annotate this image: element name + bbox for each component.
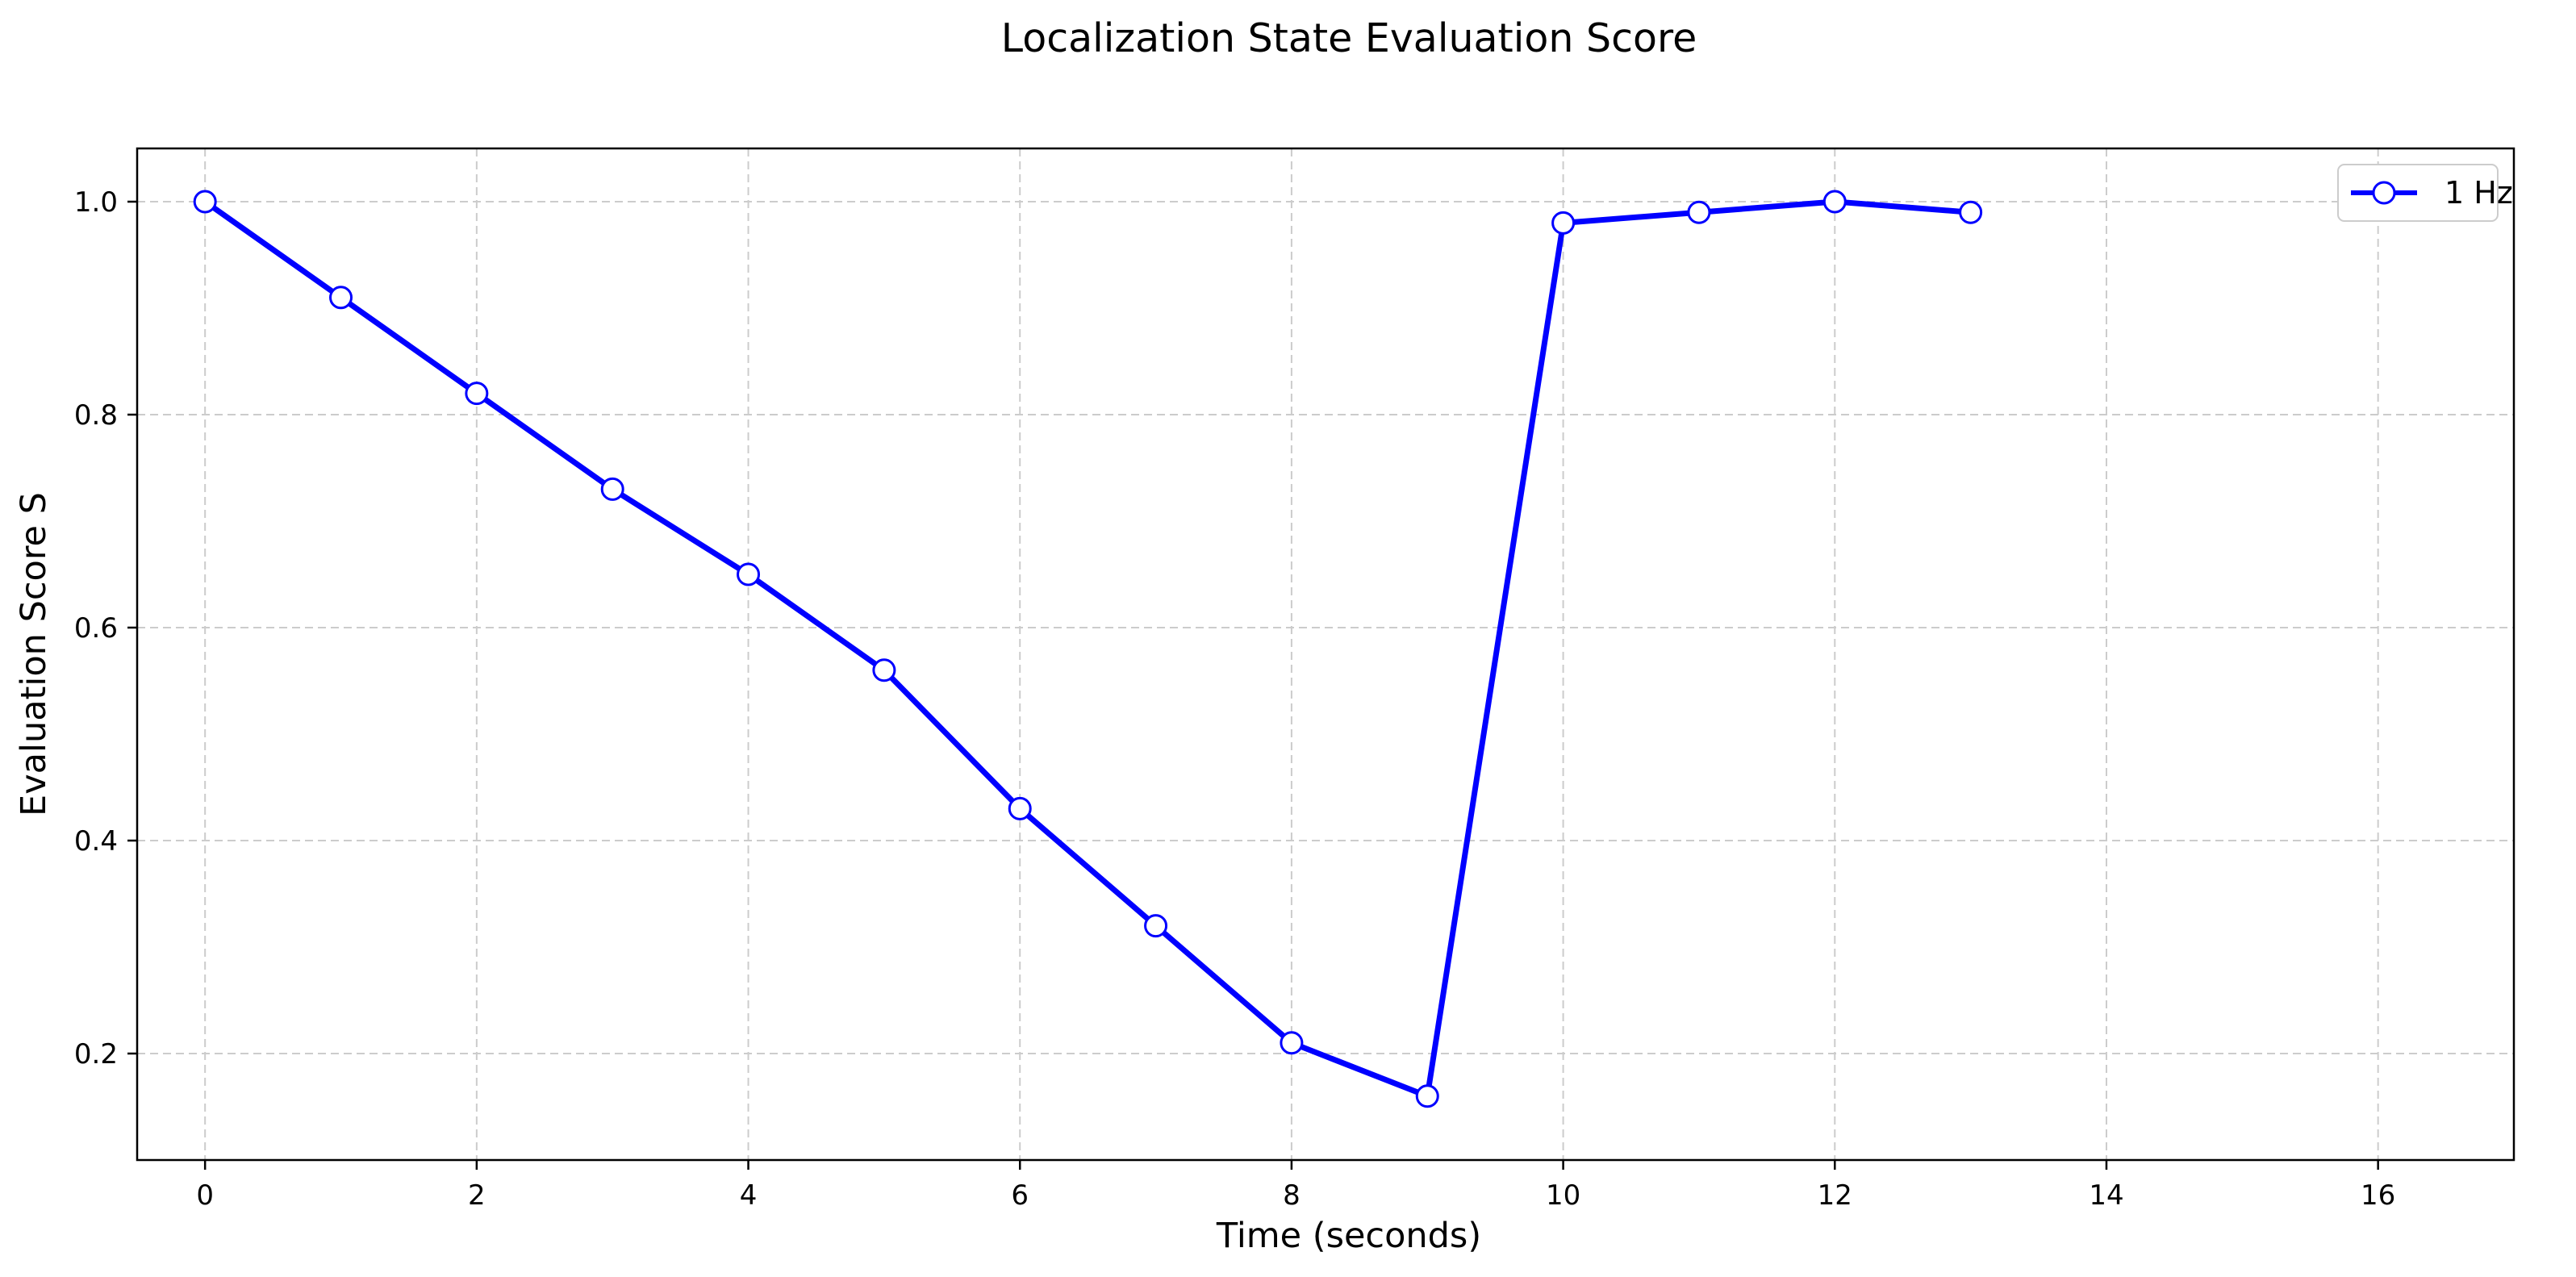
legend-label-1hz: 1 Hz: [2444, 175, 2513, 211]
series-layer: [193, 190, 1983, 1108]
data-point-0-11: [1687, 200, 1711, 224]
axis-ticks: 0 2 4 6 8 10 12 14 16 0.2 0.4 0.6 0.8 1.0: [74, 186, 2395, 1212]
data-point-0-3: [600, 477, 624, 501]
data-point-0-2: [465, 382, 489, 406]
data-point-0-8: [1280, 1031, 1304, 1055]
y-tick-label-0.2: 0.2: [74, 1038, 118, 1070]
x-tick-label-12: 12: [1818, 1179, 1852, 1212]
plot-area-frame: [136, 147, 2515, 1162]
data-point-0-13: [1959, 200, 1983, 224]
series-0: [193, 190, 1983, 1108]
legend-box: [2337, 164, 2499, 222]
x-tick-label-8: 8: [1283, 1179, 1301, 1212]
legend: 1 Hz: [2337, 164, 2513, 222]
data-point-0-6: [1008, 796, 1032, 820]
data-point-0-9: [1415, 1084, 1439, 1108]
x-tick-label-10: 10: [1546, 1179, 1580, 1212]
grid-lines: [137, 148, 2514, 1160]
x-tick-label-2: 2: [468, 1179, 486, 1212]
chart-title: Localization State Evaluation Score: [1001, 15, 1697, 61]
y-tick-label-1.0: 1.0: [74, 186, 118, 219]
x-tick-label-0: 0: [196, 1179, 214, 1212]
series-line-0: [202, 198, 1974, 1100]
data-point-0-1: [329, 286, 353, 310]
y-axis-label: Evaluation Score S: [14, 492, 54, 816]
y-tick-label-0.4: 0.4: [74, 825, 118, 858]
x-tick-label-4: 4: [740, 1179, 758, 1212]
x-tick-label-14: 14: [2089, 1179, 2123, 1212]
x-tick-label-16: 16: [2361, 1179, 2395, 1212]
y-tick-label-0.8: 0.8: [74, 399, 118, 432]
data-point-0-7: [1144, 914, 1168, 938]
data-point-0-4: [737, 562, 761, 586]
data-point-0-0: [193, 190, 217, 214]
data-point-0-5: [872, 658, 896, 682]
x-axis-label: Time (seconds): [1216, 1216, 1481, 1256]
x-tick-label-6: 6: [1011, 1179, 1029, 1212]
y-tick-label-0.6: 0.6: [74, 612, 118, 645]
data-point-0-10: [1551, 211, 1576, 235]
data-point-0-12: [1822, 190, 1847, 214]
legend-marker-sample: [2372, 181, 2396, 205]
